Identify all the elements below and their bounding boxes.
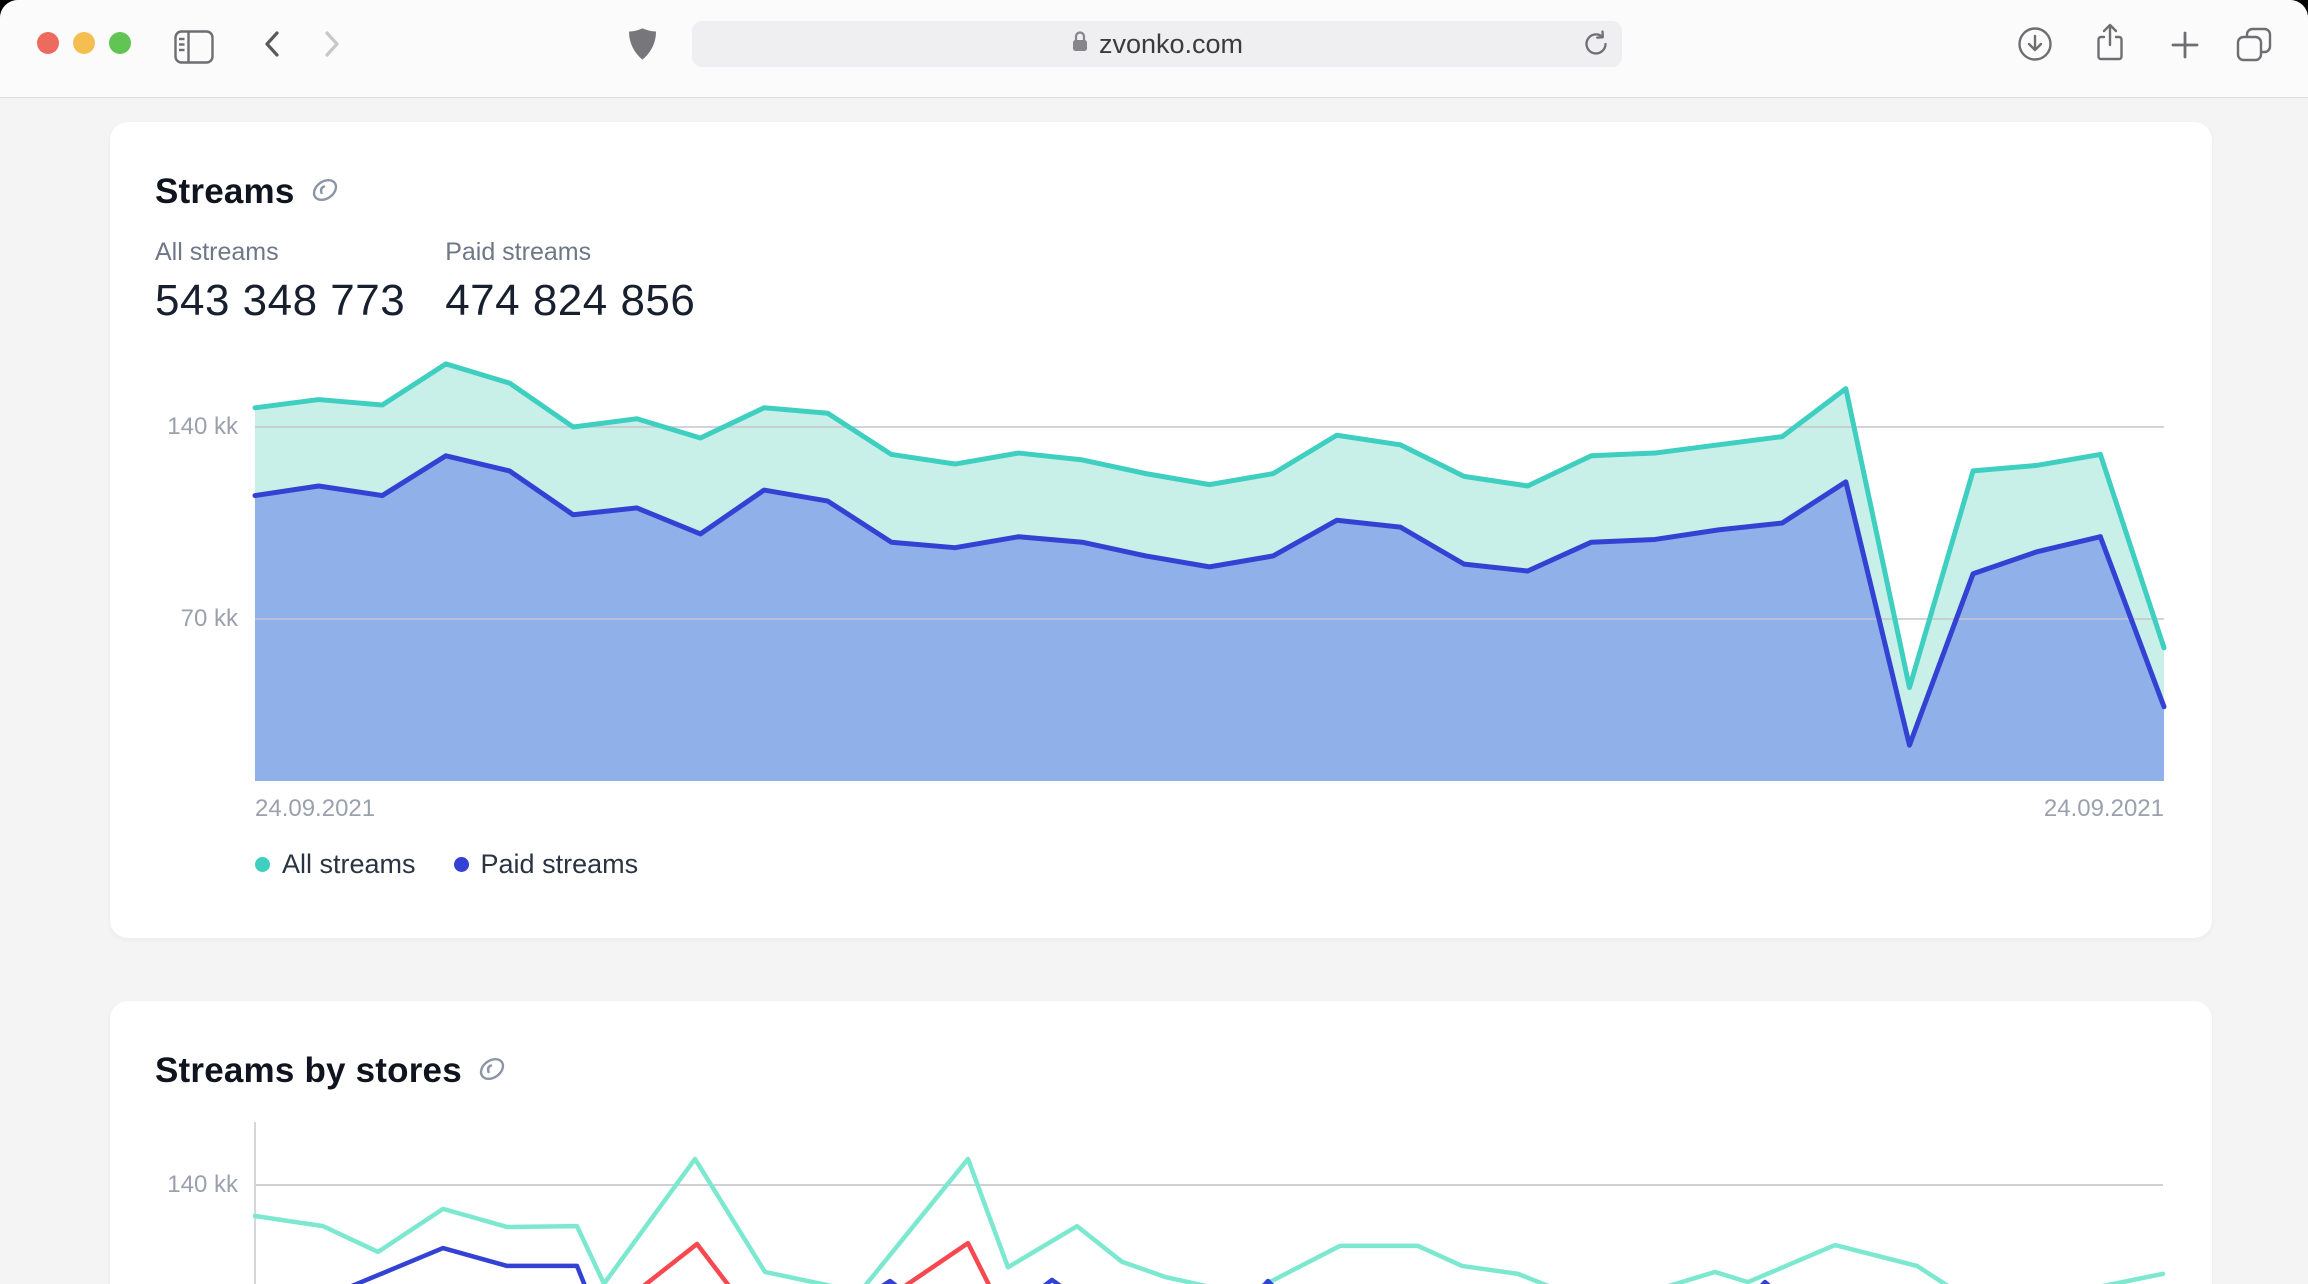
share-button[interactable] [2092, 22, 2128, 64]
privacy-shield-icon [629, 28, 656, 60]
new-tab-button[interactable] [2167, 27, 2203, 63]
paid-streams-value: 474 824 856 [445, 276, 696, 325]
streams-card-title: Streams [155, 172, 295, 211]
streams-by-stores-title: Streams by stores [155, 1051, 462, 1090]
streams-stats: All streams 543 348 773 Paid streams 474… [155, 238, 695, 326]
all-streams-stat: All streams 543 348 773 [155, 238, 405, 326]
link-icon[interactable] [309, 174, 341, 211]
y-tick-140kk: 140 kk [167, 413, 238, 440]
sidebar-toggle-icon [174, 30, 214, 64]
window-zoom-button[interactable] [109, 32, 131, 54]
legend-label-paid-streams: Paid streams [480, 849, 639, 879]
url-field[interactable]: zvonko.com [692, 21, 1622, 67]
paid-streams-stat: Paid streams 474 824 856 [445, 238, 695, 326]
paid-streams-dot [453, 857, 469, 872]
browser-toolbar: zvonko.com [0, 0, 2308, 98]
all-streams-dot [255, 857, 270, 872]
forward-icon [318, 27, 346, 61]
streams-card: Streams All streams 543 348 773 Paid str… [110, 122, 2212, 938]
legend-item-paid-streams[interactable]: Paid streams [453, 849, 639, 880]
all-streams-label: All streams [155, 238, 279, 266]
back-button[interactable] [258, 27, 286, 61]
legend-label-all-streams: All streams [282, 849, 416, 879]
downloads-button[interactable] [2017, 26, 2053, 62]
tabs-icon [2234, 26, 2274, 64]
padlock-icon [1071, 30, 1089, 58]
plus-icon [2167, 27, 2203, 63]
y-tick-70kk: 70 kk [180, 605, 238, 632]
back-icon [258, 27, 286, 61]
reload-button[interactable] [1580, 28, 1612, 65]
sidebar-toggle-button[interactable] [174, 30, 214, 64]
link-icon[interactable] [476, 1053, 508, 1090]
forward-button[interactable] [318, 27, 346, 61]
chart-legend: All streams Paid streams [255, 849, 638, 880]
legend-item-all-streams[interactable]: All streams [255, 849, 416, 880]
paid-streams-label: Paid streams [445, 238, 592, 266]
x-date-right: 24.09.2021 [2043, 795, 2164, 822]
privacy-shield-button[interactable] [629, 28, 656, 60]
all-streams-value: 543 348 773 [155, 276, 406, 325]
y-tick-140kk-stores: 140 kk [167, 1171, 238, 1198]
window-close-button[interactable] [37, 32, 59, 54]
reload-icon [1580, 30, 1612, 64]
download-icon [2017, 26, 2053, 62]
x-date-left: 24.09.2021 [255, 795, 376, 822]
streams-by-stores-card: Streams by stores [110, 1001, 2212, 1284]
share-icon [2092, 22, 2128, 64]
window-minimize-button[interactable] [73, 32, 95, 54]
tab-overview-button[interactable] [2234, 26, 2274, 64]
url-text: zvonko.com [1098, 28, 1244, 59]
